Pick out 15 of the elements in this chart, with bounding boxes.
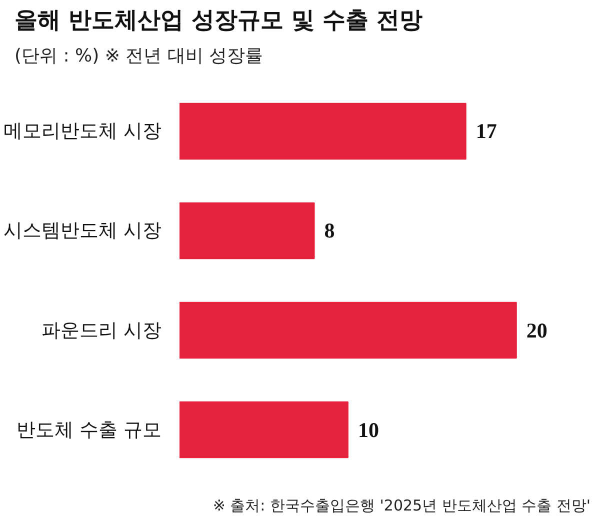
y-tick-label: 파운드리 시장	[41, 319, 162, 342]
y-tick-label: 메모리반도체 시장	[3, 120, 162, 142]
bar	[180, 401, 348, 458]
chart-title: 올해 반도체산업 성장규모 및 수출 전망	[14, 8, 423, 34]
bar	[180, 302, 517, 359]
text: ※ 출처: 한국수출입은행 '2025년 반도체산업 수출 전망'	[212, 496, 591, 514]
chart-subtitle: (단위 : %) ※ 전년 대비 성장률	[14, 46, 264, 66]
data-label: 20	[526, 318, 548, 342]
y-tick-label: 반도체 수출 규모	[16, 418, 162, 441]
bar	[180, 102, 466, 160]
y-tick-label: 시스템반도체 시장	[3, 220, 162, 242]
data-label: 10	[358, 418, 379, 442]
data-label: 8	[324, 218, 335, 243]
data-label: 17	[476, 119, 497, 144]
bar	[180, 202, 315, 260]
